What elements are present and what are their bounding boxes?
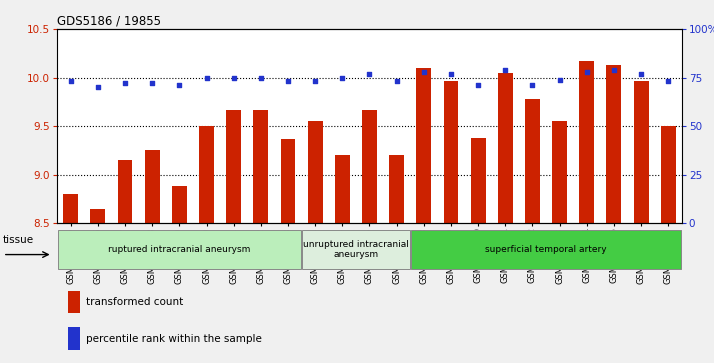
FancyBboxPatch shape [302, 231, 410, 269]
Bar [552, 121, 567, 223]
Point [65, 78, 76, 84]
Point [255, 75, 266, 81]
Bar [64, 194, 78, 223]
Bar [172, 186, 187, 223]
Bar [335, 155, 350, 223]
Bar [443, 81, 458, 223]
Point [418, 69, 430, 75]
Text: tissue: tissue [3, 235, 34, 245]
Point [635, 71, 647, 77]
Bar [226, 110, 241, 223]
Text: GDS5186 / 19855: GDS5186 / 19855 [57, 15, 161, 28]
Bar [416, 68, 431, 223]
Text: unruptured intracranial
aneurysm: unruptured intracranial aneurysm [303, 240, 409, 259]
Bar [633, 81, 648, 223]
Point [527, 82, 538, 88]
FancyBboxPatch shape [411, 231, 681, 269]
Bar [471, 138, 486, 223]
Bar [199, 126, 214, 223]
Bar [69, 291, 79, 313]
Bar [606, 65, 621, 223]
Point [554, 77, 565, 82]
Point [309, 78, 321, 84]
Point [146, 81, 158, 86]
Point [336, 75, 348, 81]
Bar [145, 150, 160, 223]
Point [663, 78, 674, 84]
Point [92, 84, 104, 90]
Text: percentile rank within the sample: percentile rank within the sample [86, 334, 262, 344]
Text: superficial temporal artery: superficial temporal artery [486, 245, 607, 254]
Point [228, 75, 239, 81]
Point [446, 71, 457, 77]
Point [608, 67, 620, 73]
Point [282, 78, 293, 84]
Bar [661, 126, 675, 223]
Point [174, 82, 185, 88]
Bar [525, 99, 540, 223]
Bar [308, 121, 323, 223]
Point [363, 71, 376, 77]
Point [473, 82, 484, 88]
Text: transformed count: transformed count [86, 297, 183, 307]
Point [201, 75, 212, 81]
Point [119, 81, 131, 86]
Bar [118, 160, 133, 223]
Point [391, 78, 403, 84]
Bar [69, 327, 79, 350]
Bar [281, 139, 296, 223]
Bar [362, 110, 377, 223]
Bar [498, 73, 513, 223]
Point [581, 69, 593, 75]
Text: ruptured intracranial aneurysm: ruptured intracranial aneurysm [108, 245, 251, 254]
Bar [579, 61, 594, 223]
Bar [91, 209, 106, 223]
Point [500, 67, 511, 73]
Bar [389, 155, 404, 223]
FancyBboxPatch shape [58, 231, 301, 269]
Bar [253, 110, 268, 223]
